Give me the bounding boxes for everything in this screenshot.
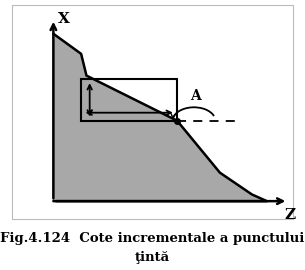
Text: A: A [190, 89, 201, 103]
Bar [81, 79, 177, 121]
FancyBboxPatch shape [12, 5, 293, 219]
Text: Z: Z [284, 208, 295, 222]
Text: Fig.4.124  Cote incrementale a punctului: Fig.4.124 Cote incrementale a punctului [0, 232, 305, 245]
Text: ţintă: ţintă [135, 251, 170, 264]
Polygon shape [53, 34, 267, 201]
Text: X: X [58, 12, 70, 26]
